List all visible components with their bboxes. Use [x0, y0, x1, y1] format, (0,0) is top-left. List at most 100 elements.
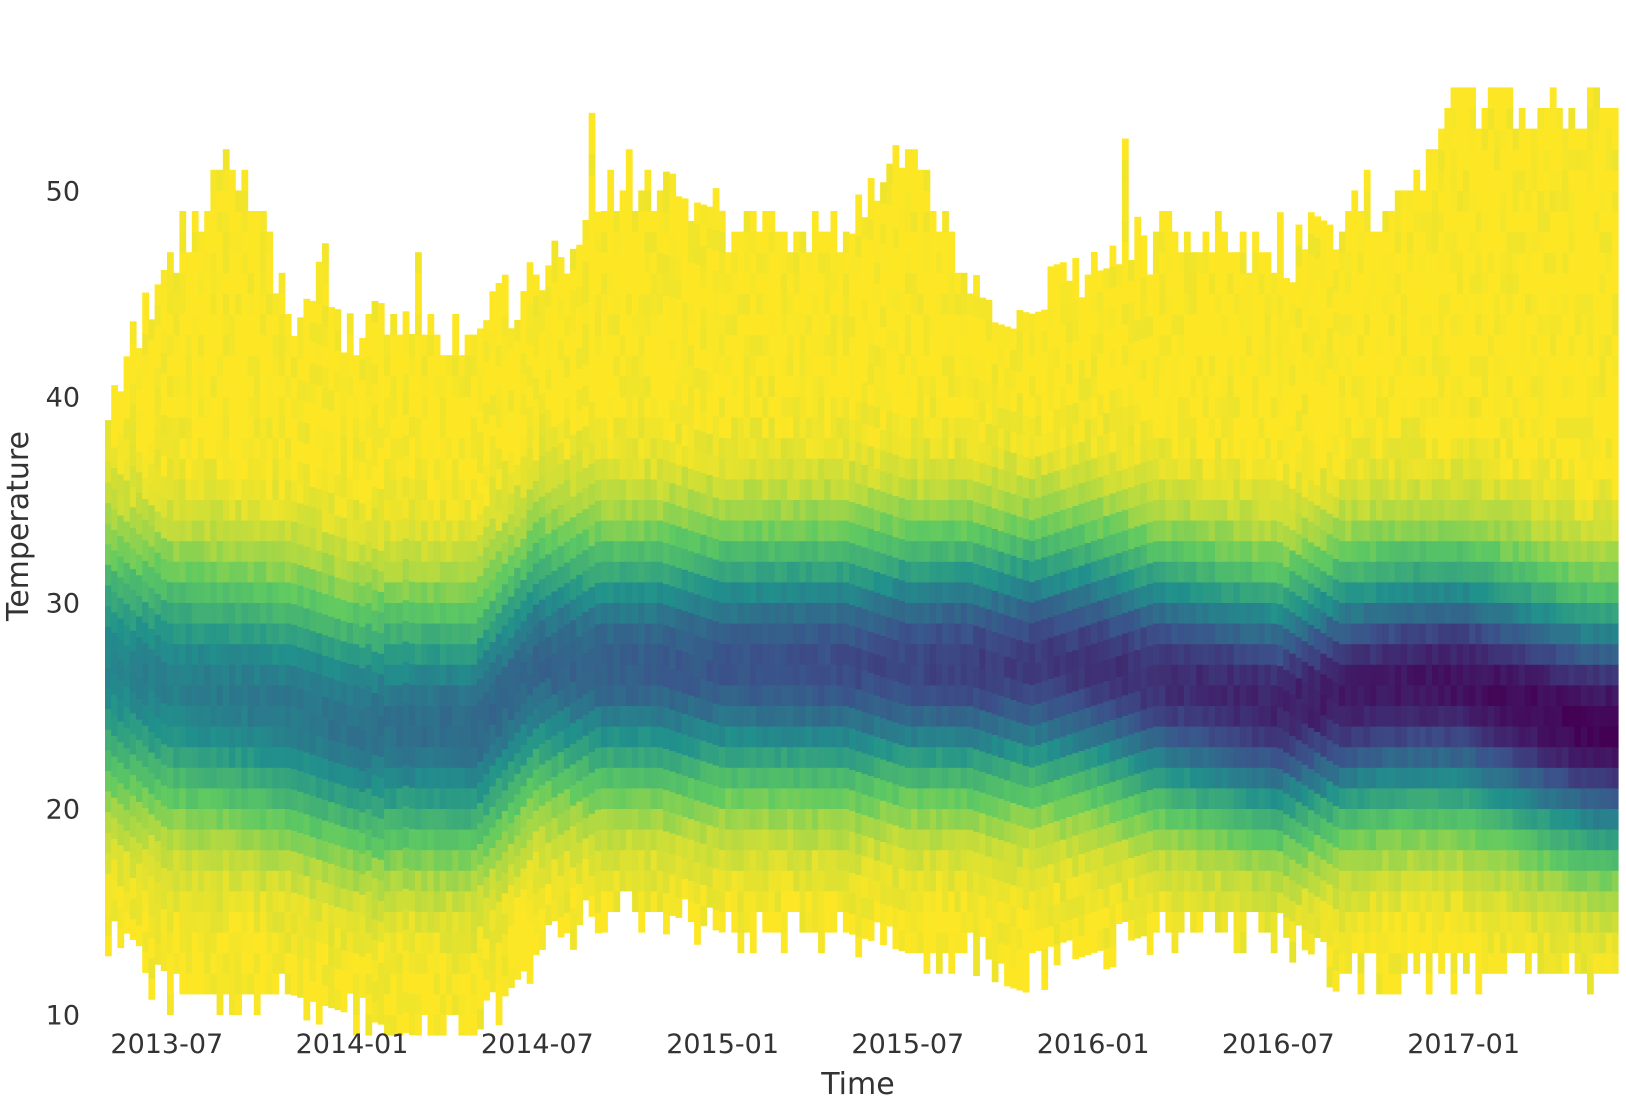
heatmap-cell — [105, 935, 112, 957]
heatmap-cell — [768, 437, 776, 459]
heatmap-cell — [712, 806, 720, 828]
heatmap-cell — [904, 705, 912, 727]
heatmap-cell — [359, 626, 367, 648]
heatmap-cell — [799, 252, 807, 274]
heatmap-cell — [371, 733, 379, 755]
heatmap-cell — [675, 258, 683, 280]
heatmap-cell — [966, 849, 974, 871]
heatmap-cell — [322, 758, 329, 780]
heatmap-cell — [911, 169, 918, 191]
heatmap-cell — [272, 870, 280, 892]
heatmap-cell — [377, 1003, 385, 1025]
heatmap-cell — [749, 684, 757, 706]
heatmap-cell — [526, 962, 534, 984]
heatmap-cell — [297, 379, 305, 401]
heatmap-cell — [923, 664, 931, 686]
heatmap-cell — [948, 272, 956, 294]
heatmap-cell — [520, 538, 528, 560]
heatmap-cell — [836, 829, 844, 851]
heatmap-cell — [557, 916, 565, 938]
heatmap-cell — [942, 355, 949, 377]
heatmap-cell — [731, 252, 739, 274]
heatmap-cell — [892, 618, 900, 641]
heatmap-cell — [247, 932, 255, 954]
heatmap-cell — [446, 499, 453, 521]
heatmap-cell — [966, 396, 974, 418]
heatmap-cell — [563, 356, 571, 378]
heatmap-cell — [966, 705, 974, 727]
heatmap-cell — [880, 903, 887, 925]
heatmap-cell — [619, 458, 627, 480]
heatmap-cell — [520, 723, 528, 745]
heatmap-cell — [222, 478, 230, 500]
heatmap-cell — [855, 853, 863, 875]
heatmap-cell — [322, 428, 329, 450]
heatmap-cell — [799, 767, 807, 789]
heatmap-cell — [185, 870, 193, 892]
heatmap-cell — [365, 355, 373, 377]
heatmap-cell — [979, 792, 987, 814]
heatmap-cell — [904, 334, 912, 356]
heatmap-cell — [148, 401, 156, 423]
heatmap-cell — [198, 314, 205, 336]
heatmap-cell — [346, 828, 354, 850]
heatmap-cell — [613, 458, 621, 480]
heatmap-cell — [625, 561, 633, 583]
heatmap-cell — [880, 573, 887, 595]
heatmap-cell — [762, 417, 770, 439]
heatmap-cell — [384, 499, 391, 521]
heatmap-cell — [154, 613, 162, 636]
heatmap-cell — [396, 973, 404, 995]
heatmap-cell — [167, 726, 174, 748]
heatmap-cell — [780, 643, 788, 665]
heatmap-cell — [644, 272, 652, 294]
heatmap-cell — [923, 478, 931, 500]
heatmap-cell — [855, 503, 863, 525]
heatmap-cell — [551, 487, 559, 510]
heatmap-cell — [464, 705, 472, 727]
heatmap-cell — [489, 414, 497, 437]
heatmap-cell — [191, 540, 199, 562]
heatmap-cell — [297, 832, 305, 854]
heatmap-cell — [142, 560, 149, 582]
heatmap-cell — [780, 375, 788, 397]
heatmap-cell — [508, 740, 515, 762]
heatmap-cell — [619, 767, 627, 789]
heatmap-cell — [557, 751, 565, 773]
heatmap-cell — [582, 508, 590, 530]
heatmap-cell — [167, 643, 174, 665]
heatmap-cell — [563, 520, 571, 542]
heatmap-cell — [737, 787, 745, 809]
heatmap-cell — [136, 842, 143, 864]
heatmap-cell — [973, 295, 980, 317]
heatmap-cell — [433, 499, 441, 521]
heatmap-cell — [966, 478, 974, 501]
heatmap-cell — [204, 375, 212, 397]
heatmap-cell — [576, 388, 584, 411]
heatmap-cell — [991, 507, 999, 530]
heatmap-cell — [501, 542, 509, 564]
heatmap-cell — [495, 303, 503, 325]
heatmap-cell — [985, 649, 993, 672]
heatmap-cell — [520, 888, 528, 910]
heatmap-cell — [421, 787, 429, 809]
heatmap-cell — [222, 231, 230, 253]
heatmap-cell — [179, 499, 187, 521]
heatmap-cell — [886, 184, 894, 206]
heatmap-cell — [359, 564, 367, 586]
heatmap-cell — [774, 643, 782, 665]
heatmap-cell — [898, 353, 906, 375]
heatmap-cell — [452, 664, 460, 686]
heatmap-cell — [154, 634, 162, 656]
heatmap-cell — [390, 808, 398, 830]
heatmap-cell — [601, 870, 608, 892]
heatmap-cell — [588, 463, 596, 485]
heatmap-cell — [160, 681, 168, 704]
heatmap-cell — [700, 719, 708, 741]
heatmap-cell — [539, 660, 546, 683]
heatmap-cell — [452, 623, 460, 645]
heatmap-cell — [384, 1014, 391, 1036]
heatmap-cell — [756, 664, 763, 686]
heatmap-cell — [898, 291, 906, 313]
heatmap-cell — [464, 355, 472, 377]
